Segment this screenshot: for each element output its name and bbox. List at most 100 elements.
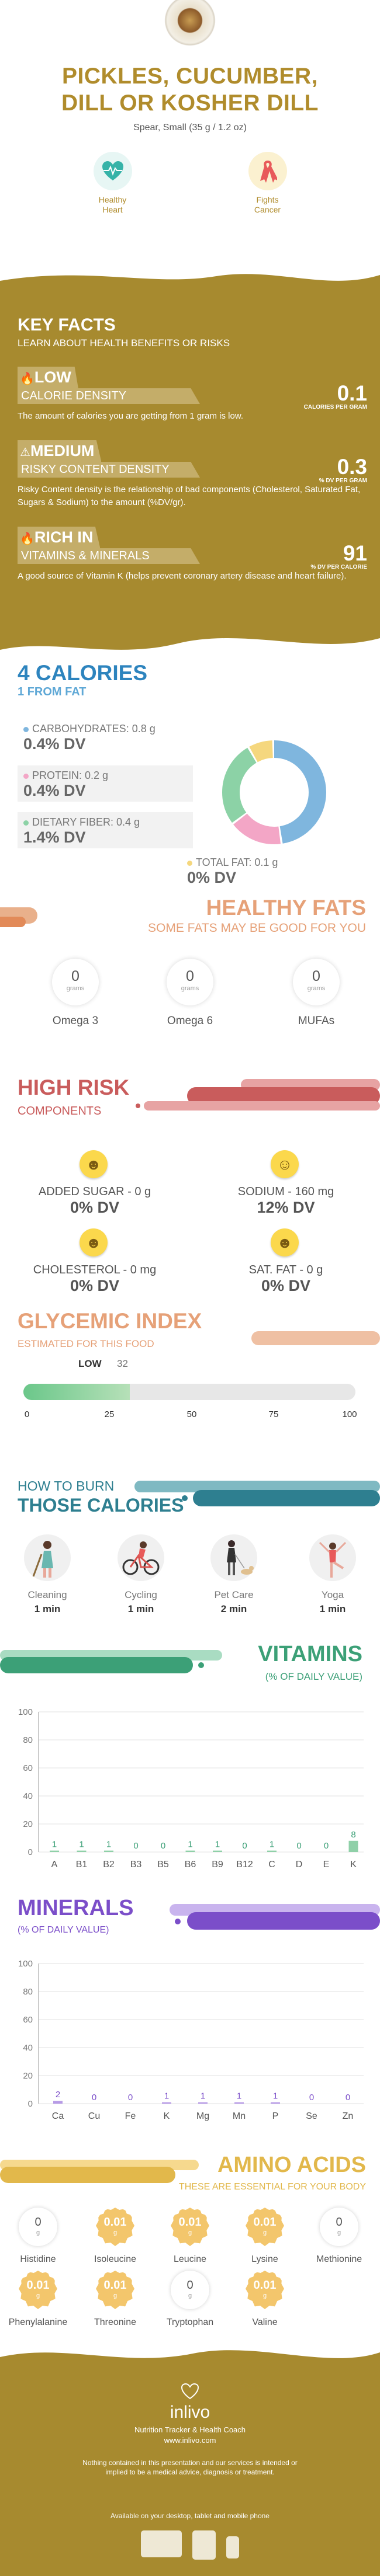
- healthy-fats-title: HEALTHY FATS: [206, 896, 366, 920]
- amino-value: 0.01: [103, 2216, 127, 2229]
- badge-label: Healthy: [98, 195, 127, 204]
- amino-unit: g: [262, 2292, 267, 2299]
- bar-value-label: 1: [273, 2091, 278, 2101]
- nutrient-label: DIETARY FIBER: 0.4 g: [32, 816, 140, 828]
- bar-value-label: 1: [164, 2091, 169, 2101]
- y-tick-label: 80: [23, 1987, 33, 1997]
- footer: inlivo Nutrition Tracker & Health Coach …: [0, 2336, 380, 2576]
- fact-label: CALORIE DENSITY: [18, 388, 200, 404]
- x-tick-label: A: [51, 1860, 58, 1870]
- fact-description: A good source of Vitamin K (helps preven…: [18, 571, 347, 581]
- x-tick-label: K: [164, 2111, 170, 2121]
- nutrient-label: CARBOHYDRATES: 0.8 g: [32, 723, 156, 734]
- donut-segment: [222, 740, 326, 844]
- decorative-bars: [170, 1904, 380, 1930]
- key-facts-title: KEY FACTS: [18, 315, 116, 335]
- fat-label: Omega 3: [52, 1015, 99, 1027]
- amino-unit: g: [36, 2292, 40, 2299]
- burn-label: Yoga: [321, 1589, 344, 1600]
- amino-acids-section: AMINO ACIDS THESE ARE ESSENTIAL FOR YOUR…: [0, 2153, 380, 2337]
- minerals-bar-chart: 0 20 40 60 80 100 2 Ca 0 Cu 0 Fe 1 K 1 Mg 1 Mn 1 P 0 Se 0 Zn: [18, 1959, 364, 2121]
- x-tick-label: Cu: [88, 2111, 100, 2121]
- bar-value-label: 8: [351, 1830, 355, 1840]
- burn-yoga: Yoga 1 min: [303, 1534, 362, 1615]
- burn-label: Cycling: [125, 1589, 157, 1600]
- y-tick-label: 100: [18, 1959, 33, 1969]
- nutrient-carbohydrates: CARBOHYDRATES: 0.8 g 0.4% DV: [18, 719, 193, 755]
- calorie-donut-chart: [222, 740, 326, 844]
- nutrient-total-fat: TOTAL FAT: 0.1 g 0% DV: [181, 852, 374, 889]
- amino-name: Isoleucine: [94, 2254, 137, 2264]
- x-tick-label: B5: [157, 1860, 169, 1870]
- fact-number: 0.3: [337, 455, 367, 479]
- healthy-fats-section: HEALTHY FATS SOME FATS MAY BE GOOD FOR Y…: [0, 896, 380, 1075]
- high-risk-section: HIGH RISK COMPONENTS ☻ ADDED SUGAR - 0 g…: [0, 1075, 380, 1309]
- x-tick-label: B3: [130, 1860, 142, 1870]
- y-tick-label: 0: [28, 2099, 33, 2109]
- glycemic-bar-fill: [23, 1384, 130, 1400]
- amino-name: Lysine: [251, 2254, 278, 2264]
- calories-subtitle: 1 FROM FAT: [18, 685, 87, 698]
- legend-dot: [23, 726, 29, 732]
- calories-section: 4 CALORIES 1 FROM FAT CARBOHYDRATES: 0.8…: [0, 661, 380, 900]
- amino-value: 0.01: [26, 2279, 50, 2292]
- x-tick-label: B1: [76, 1860, 88, 1870]
- fact-unit: % DV PER GRAM: [319, 478, 367, 484]
- nutrient-label: PROTEIN: 0.2 g: [32, 770, 109, 781]
- risk-dv: 0% DV: [70, 1199, 120, 1216]
- burn-cleaning: Cleaning 1 min: [18, 1534, 77, 1615]
- amino-name: Valine: [252, 2317, 278, 2327]
- bar-value-label: 1: [237, 2091, 241, 2101]
- burn-time: 1 min: [34, 1603, 61, 1614]
- bar: [185, 1850, 195, 1852]
- minerals-section: MINERALS (% OF DAILY VALUE) 0 20 40 60 80 100…: [0, 1896, 380, 2153]
- donut-segment: [222, 740, 326, 844]
- glycemic-value: 32: [117, 1358, 128, 1369]
- vitamins-section: VITAMINS (% OF DAILY VALUE) 0 20 40 60 80 100…: [0, 1642, 380, 1896]
- amino-unit: g: [113, 2229, 118, 2236]
- warning-icon: ⚠: [20, 446, 30, 459]
- fact-number: 91: [343, 541, 367, 565]
- fact-description: Risky Content density is the relationshi…: [18, 485, 361, 507]
- legend-dot: [187, 860, 192, 866]
- amino-name: Methionine: [316, 2254, 362, 2264]
- amino-value: 0.01: [178, 2216, 202, 2229]
- bar-value-label: 0: [128, 2093, 133, 2102]
- amino-unit: g: [113, 2292, 118, 2299]
- decorative-bar: [251, 1331, 380, 1345]
- amino-title: AMINO ACIDS: [217, 2153, 366, 2177]
- glycemic-tick: 100: [342, 1409, 357, 1419]
- risk-label: SODIUM - 160 mg: [237, 1185, 334, 1198]
- phone-icon: [226, 2536, 239, 2558]
- burn-pet-care: Pet Care 2 min: [205, 1534, 263, 1615]
- fact-level: MEDIUM: [30, 442, 95, 459]
- amino-value: 0.01: [253, 2279, 277, 2292]
- glycemic-bar: [23, 1384, 355, 1400]
- bar-value-label: 1: [270, 1840, 274, 1850]
- bar-value-label: 1: [79, 1840, 84, 1850]
- awareness-ribbon-icon: [248, 152, 287, 190]
- bar: [348, 1840, 358, 1852]
- heart-pulse-icon: [93, 152, 132, 190]
- legend-dot: [23, 820, 29, 826]
- calories-title: 4 CALORIES: [18, 661, 148, 685]
- risk-cholesterol: CHOLESTEROL - 0 mg 0% DV: [10, 1263, 179, 1295]
- risk-dv: 12% DV: [257, 1199, 315, 1216]
- bar-value-label: 0: [161, 1841, 165, 1851]
- fact-level-label: 🔥LOW: [18, 367, 78, 388]
- fact-calorie-density: 🔥LOW CALORIE DENSITY 0.1 CALORIES PER GRA…: [18, 367, 367, 423]
- pet-care-icon: [210, 1534, 257, 1581]
- nutrient-list: CARBOHYDRATES: 0.8 g 0.4% DV PROTEIN: 0.…: [18, 719, 193, 848]
- fact-value: 0.3% DV PER GRAM: [319, 455, 367, 484]
- nutrient-row: TOTAL FAT: 0.1 g 0% DV: [187, 857, 368, 893]
- fat-value: 0: [186, 968, 194, 984]
- x-tick-label: B9: [212, 1860, 223, 1870]
- bar: [213, 1850, 222, 1852]
- decorative-bars: [0, 2160, 199, 2183]
- minerals-title: MINERALS: [18, 1896, 134, 1920]
- website-link[interactable]: www.inlivo.com: [164, 2436, 216, 2445]
- hero-section: PICKLES, CUCUMBER, DILL OR KOSHER DILL S…: [0, 0, 380, 264]
- fact-vitamins-minerals: 🔥RICH IN VITAMINS & MINERALS 91% DV PER …: [18, 527, 367, 583]
- x-tick-label: B12: [236, 1860, 253, 1870]
- x-tick-label: E: [323, 1860, 330, 1870]
